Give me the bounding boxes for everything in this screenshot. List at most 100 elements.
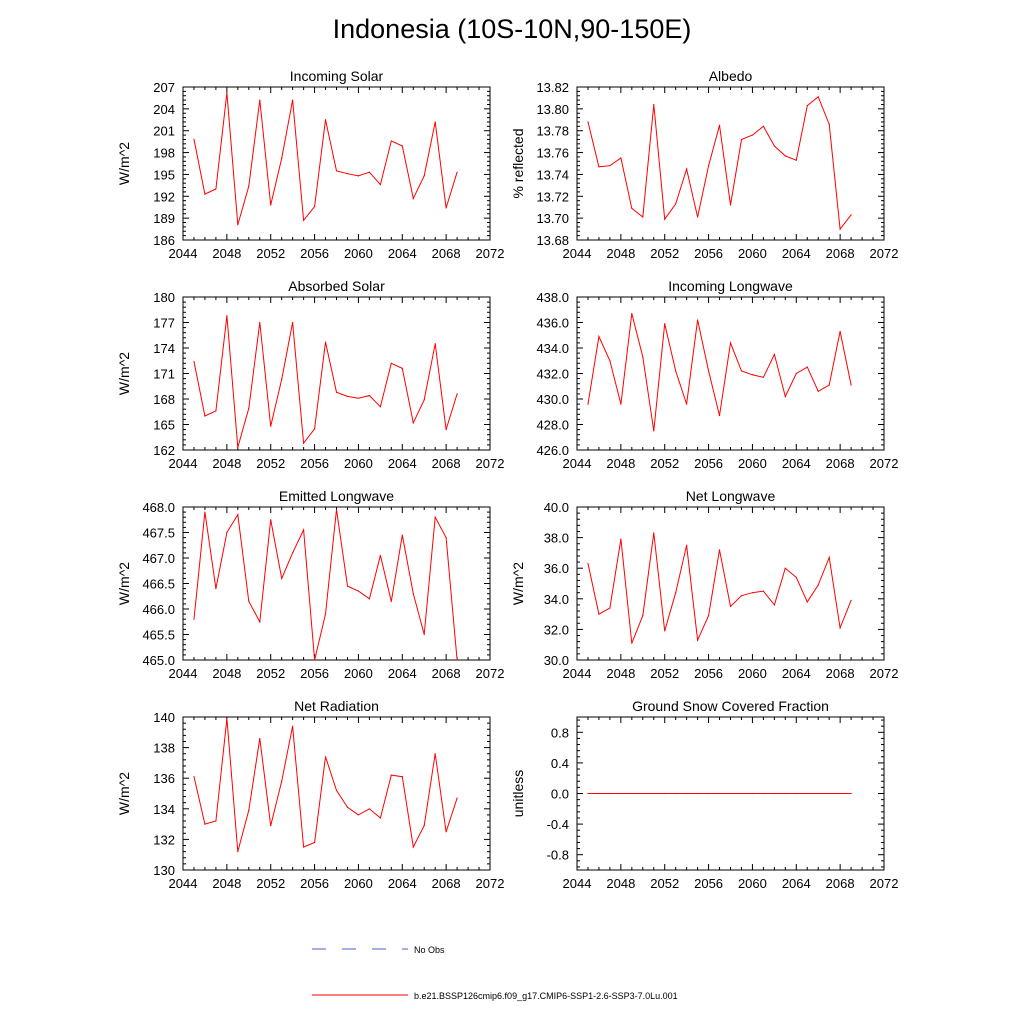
x-tick-label: 2044: [169, 876, 198, 891]
y-tick-label: 162: [153, 443, 175, 458]
y-tick-label: 40.0: [544, 500, 569, 515]
x-tick-label: 2048: [606, 456, 635, 471]
data-point: [609, 360, 611, 362]
data-point: [729, 605, 732, 608]
data-point: [795, 792, 797, 795]
y-tick-label: 38.0: [544, 531, 569, 546]
data-point: [357, 814, 360, 816]
data-point: [237, 514, 239, 516]
panel-4: Emitted Longwave W/m^2 2044 2048 2052 2056 206…: [116, 488, 504, 681]
data-point: [456, 171, 458, 173]
panel-5: Net Longwave W/m^2 2044 2048 2052 2056 2060 206…: [510, 488, 898, 681]
data-point: [423, 825, 425, 827]
data-point: [675, 592, 677, 594]
y-tick-label: 189: [153, 211, 175, 226]
x-tick-label: 2048: [606, 876, 635, 891]
x-tick-label: 2064: [782, 456, 811, 471]
x-tick-label: 2064: [388, 246, 417, 261]
data-point: [259, 99, 261, 101]
data-point: [718, 414, 721, 417]
data-point: [817, 390, 819, 392]
y-tick-label: 138: [153, 741, 175, 756]
panel-6: Net Radiation W/m^2 2044 2048 2052 2056 2060 20…: [116, 698, 504, 891]
data-point: [697, 319, 699, 321]
x-tick-label: 2064: [388, 456, 417, 471]
data-point: [664, 323, 666, 325]
x-tick-label: 2048: [212, 876, 241, 891]
y-tick-label: 13.80: [536, 102, 569, 117]
x-tick-label: 2060: [344, 666, 373, 681]
data-point: [456, 659, 458, 661]
data-point: [292, 321, 294, 324]
data-point: [456, 797, 458, 799]
y-tick-label: 134: [153, 802, 175, 817]
data-point: [248, 809, 250, 811]
y-tick-label: 192: [153, 189, 175, 204]
y-tick-label: 207: [153, 80, 175, 95]
y-tick-label: 13.82: [536, 80, 569, 95]
y-tick-label: 36.0: [544, 561, 569, 576]
data-point: [806, 366, 808, 368]
y-tick-label: 0.4: [551, 756, 569, 771]
y-tick-label: 466.5: [142, 577, 175, 592]
data-point: [729, 204, 732, 206]
legend-model-label: b.e21.BSSP126cmip6.f09_g17.CMIP6-SSP1-2.…: [414, 991, 678, 1001]
data-point: [445, 831, 447, 833]
panel-7: Ground Snow Covered Fraction unitless 2044…: [510, 698, 898, 891]
data-point: [740, 792, 743, 795]
data-point: [784, 395, 786, 398]
data-point: [598, 792, 600, 795]
data-point: [707, 370, 710, 372]
data-point: [368, 171, 370, 173]
x-tick-label: 2060: [344, 456, 373, 471]
data-point: [368, 598, 370, 600]
data-point: [237, 224, 239, 226]
y-tick-label: 132: [153, 832, 175, 847]
x-tick-label: 2064: [782, 246, 811, 261]
y-tick-label: 195: [153, 167, 175, 182]
x-tick-label: 2060: [738, 666, 767, 681]
x-tick-label: 2044: [563, 456, 592, 471]
data-point: [193, 361, 195, 363]
data-point: [675, 203, 677, 205]
data-point: [204, 823, 206, 825]
data-point: [335, 391, 338, 393]
data-point: [368, 808, 370, 810]
data-point: [718, 549, 721, 551]
data-point: [259, 621, 261, 623]
data-point: [664, 218, 666, 220]
data-point: [697, 216, 699, 218]
x-tick-label: 2068: [826, 456, 855, 471]
x-tick-label: 2048: [606, 246, 635, 261]
data-point: [631, 792, 633, 795]
data-point: [226, 315, 228, 317]
data-point: [620, 792, 622, 795]
data-point: [642, 792, 644, 795]
data-point: [456, 393, 458, 395]
data-point: [292, 99, 294, 101]
series-line: [587, 313, 852, 431]
data-point: [270, 825, 272, 827]
y-tick-label: 13.70: [536, 211, 569, 226]
data-point: [412, 593, 414, 595]
x-tick-label: 2068: [826, 246, 855, 261]
data-point: [215, 188, 217, 190]
data-point: [642, 356, 644, 358]
data-point: [740, 138, 743, 141]
y-tick-label: 13.78: [536, 124, 569, 139]
data-point: [401, 776, 403, 778]
x-tick-label: 2056: [300, 456, 329, 471]
x-tick-label: 2052: [256, 246, 285, 261]
data-point: [215, 410, 217, 412]
data-point: [313, 659, 316, 661]
x-tick-label: 2060: [738, 876, 767, 891]
y-tick-label: 466.0: [142, 602, 175, 617]
data-point: [248, 600, 250, 602]
x-tick-label: 2072: [476, 246, 505, 261]
data-point: [346, 173, 349, 175]
data-point: [620, 538, 622, 540]
data-point: [664, 630, 666, 632]
data-point: [664, 792, 666, 795]
x-tick-label: 2044: [563, 666, 592, 681]
y-tick-label: 426.0: [536, 443, 569, 458]
